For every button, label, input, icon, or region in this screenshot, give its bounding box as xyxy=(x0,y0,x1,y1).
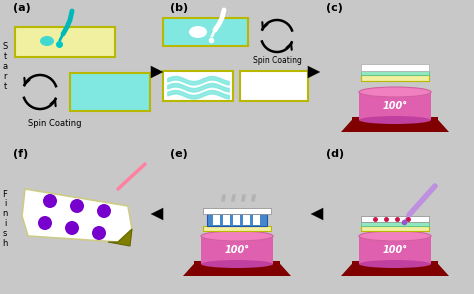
Text: F: F xyxy=(2,190,8,198)
Text: (d): (d) xyxy=(326,149,344,159)
Polygon shape xyxy=(183,264,291,276)
Polygon shape xyxy=(341,264,449,276)
Bar xyxy=(194,261,280,264)
Bar xyxy=(359,92,431,120)
Bar xyxy=(15,27,115,57)
Text: (e): (e) xyxy=(170,149,188,159)
Polygon shape xyxy=(341,120,449,132)
Bar xyxy=(203,226,271,231)
Bar xyxy=(352,117,438,120)
Bar xyxy=(361,71,429,75)
Polygon shape xyxy=(22,189,132,242)
Text: n: n xyxy=(2,210,8,218)
Bar xyxy=(207,214,267,226)
Text: a: a xyxy=(2,61,8,71)
Bar xyxy=(361,226,429,231)
Ellipse shape xyxy=(359,260,431,268)
Bar xyxy=(361,64,429,71)
Bar xyxy=(240,71,308,101)
Circle shape xyxy=(38,216,52,230)
Text: i: i xyxy=(4,200,6,208)
Bar xyxy=(163,71,233,101)
Text: 100°: 100° xyxy=(383,101,408,111)
Text: t: t xyxy=(3,51,7,61)
Bar xyxy=(352,261,438,264)
Bar xyxy=(243,215,250,225)
Bar xyxy=(361,75,429,81)
Bar xyxy=(361,222,429,226)
Text: (b): (b) xyxy=(170,3,188,13)
Text: Spin Coating: Spin Coating xyxy=(28,119,82,128)
Ellipse shape xyxy=(359,87,431,97)
Bar xyxy=(223,215,230,225)
Ellipse shape xyxy=(201,260,273,268)
Polygon shape xyxy=(108,229,132,246)
Bar xyxy=(253,215,260,225)
Text: s: s xyxy=(3,230,7,238)
Bar xyxy=(213,215,220,225)
Text: i: i xyxy=(4,220,6,228)
Circle shape xyxy=(97,204,111,218)
Bar xyxy=(70,73,150,111)
Text: (c): (c) xyxy=(326,3,343,13)
Text: (a): (a) xyxy=(13,3,31,13)
Bar xyxy=(233,215,240,225)
Text: t: t xyxy=(3,81,7,91)
Ellipse shape xyxy=(359,116,431,124)
Circle shape xyxy=(65,221,79,235)
Bar xyxy=(359,236,431,264)
Bar xyxy=(163,18,248,46)
Text: (f): (f) xyxy=(13,149,28,159)
Ellipse shape xyxy=(40,36,54,46)
Text: 100°: 100° xyxy=(383,245,408,255)
Bar xyxy=(361,216,429,222)
Bar xyxy=(203,208,271,214)
Text: S: S xyxy=(2,41,8,51)
Bar xyxy=(201,236,273,264)
Circle shape xyxy=(43,194,57,208)
Text: Spin Coating: Spin Coating xyxy=(253,56,301,65)
Ellipse shape xyxy=(201,231,273,241)
Circle shape xyxy=(70,199,84,213)
Ellipse shape xyxy=(189,26,207,38)
Text: h: h xyxy=(2,240,8,248)
Ellipse shape xyxy=(359,231,431,241)
Circle shape xyxy=(92,226,106,240)
Text: 100°: 100° xyxy=(224,245,250,255)
Text: r: r xyxy=(3,71,7,81)
